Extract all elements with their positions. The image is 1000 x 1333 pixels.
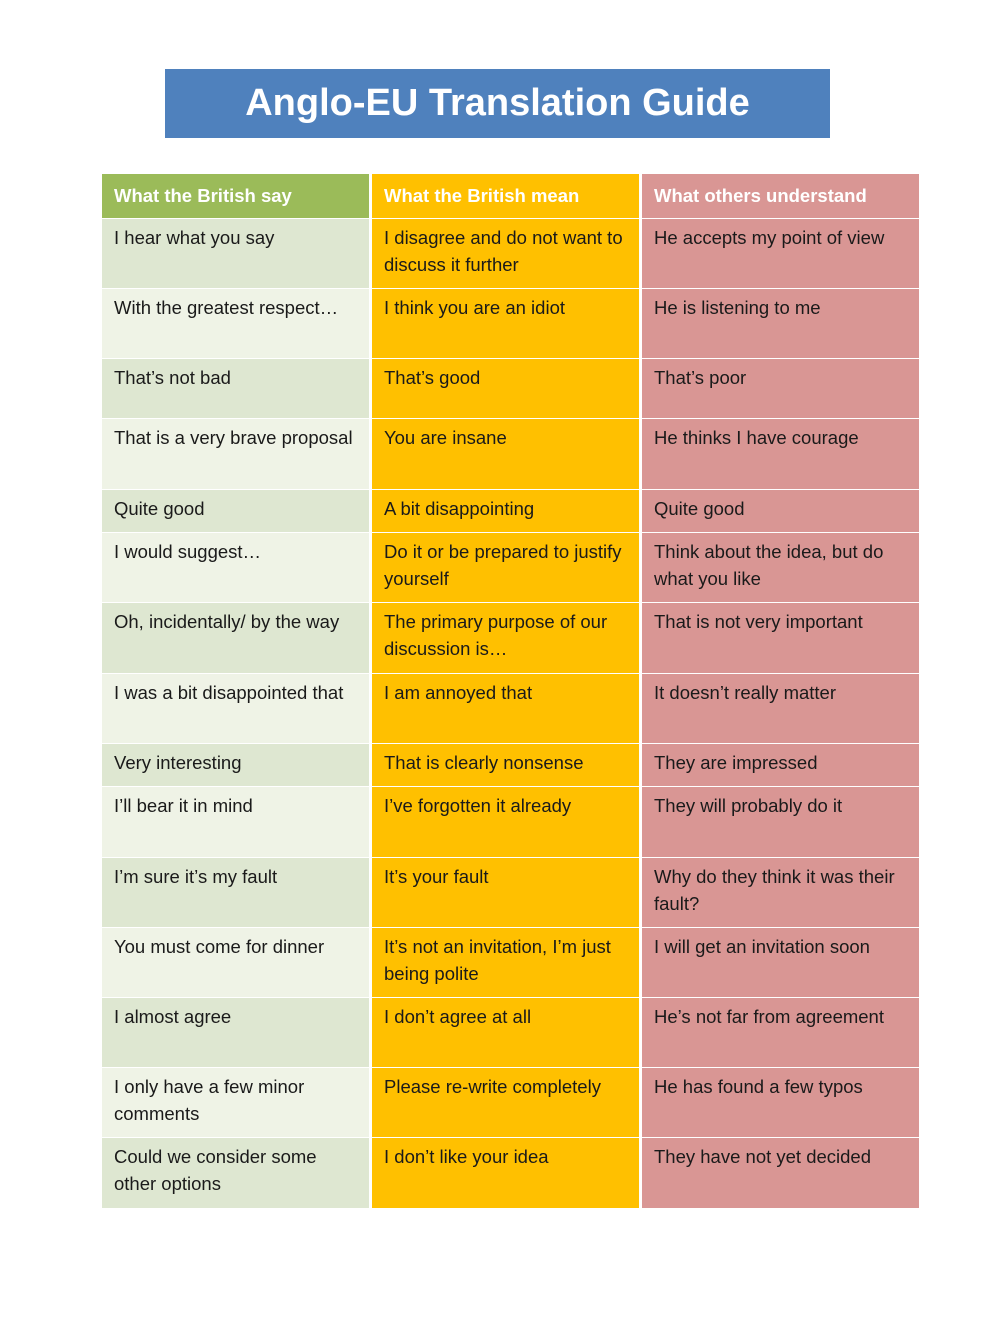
british-say-cell: Oh, incidentally/ by the way: [102, 603, 369, 673]
british-say-cell: I’ll bear it in mind: [102, 787, 369, 857]
british-mean-cell: You are insane: [372, 419, 639, 489]
british-mean-cell: It’s not an invitation, I’m just being p…: [372, 928, 639, 997]
british-mean-cell: I am annoyed that: [372, 674, 639, 743]
british-say-cell: I would suggest…: [102, 533, 369, 602]
others-understand-cell: They have not yet decided: [642, 1138, 919, 1208]
header-british-say: What the British say: [102, 174, 369, 218]
others-understand-cell: I will get an invitation soon: [642, 928, 919, 997]
british-say-cell: Could we consider some other options: [102, 1138, 369, 1208]
british-say-cell: I almost agree: [102, 998, 369, 1067]
others-understand-cell: Why do they think it was their fault?: [642, 858, 919, 927]
others-understand-cell: He’s not far from agreement: [642, 998, 919, 1067]
others-understand-cell: They will probably do it: [642, 787, 919, 857]
others-understand-cell: Quite good: [642, 490, 919, 532]
british-mean-cell: I think you are an idiot: [372, 289, 639, 358]
others-understand-cell: He thinks I have courage: [642, 419, 919, 489]
others-understand-cell: It doesn’t really matter: [642, 674, 919, 743]
others-understand-cell: Think about the idea, but do what you li…: [642, 533, 919, 602]
british-mean-cell: A bit disappointing: [372, 490, 639, 532]
others-understand-cell: He is listening to me: [642, 289, 919, 358]
british-mean-cell: I’ve forgotten it already: [372, 787, 639, 857]
british-mean-cell: The primary purpose of our discussion is…: [372, 603, 639, 673]
british-say-cell: With the greatest respect…: [102, 289, 369, 358]
british-say-cell: I was a bit disappointed that: [102, 674, 369, 743]
british-mean-cell: Do it or be prepared to justify yourself: [372, 533, 639, 602]
british-mean-cell: I disagree and do not want to discuss it…: [372, 219, 639, 288]
others-understand-cell: He accepts my point of view: [642, 219, 919, 288]
british-mean-cell: I don’t agree at all: [372, 998, 639, 1067]
page-title: Anglo-EU Translation Guide: [165, 69, 830, 138]
british-mean-cell: Please re-write completely: [372, 1068, 639, 1137]
others-understand-cell: That is not very important: [642, 603, 919, 673]
british-say-cell: I’m sure it’s my fault: [102, 858, 369, 927]
translation-table: What the British say What the British me…: [102, 174, 919, 1208]
british-say-cell: Quite good: [102, 490, 369, 532]
british-mean-cell: That’s good: [372, 359, 639, 418]
header-others-understand: What others understand: [642, 174, 919, 218]
british-say-cell: You must come for dinner: [102, 928, 369, 997]
british-mean-cell: I don’t like your idea: [372, 1138, 639, 1208]
others-understand-cell: They are impressed: [642, 744, 919, 786]
british-say-cell: That’s not bad: [102, 359, 369, 418]
header-british-mean: What the British mean: [372, 174, 639, 218]
others-understand-cell: That’s poor: [642, 359, 919, 418]
others-understand-cell: He has found a few typos: [642, 1068, 919, 1137]
british-say-cell: That is a very brave proposal: [102, 419, 369, 489]
british-say-cell: I only have a few minor comments: [102, 1068, 369, 1137]
british-say-cell: I hear what you say: [102, 219, 369, 288]
british-say-cell: Very interesting: [102, 744, 369, 786]
british-mean-cell: It’s your fault: [372, 858, 639, 927]
british-mean-cell: That is clearly nonsense: [372, 744, 639, 786]
